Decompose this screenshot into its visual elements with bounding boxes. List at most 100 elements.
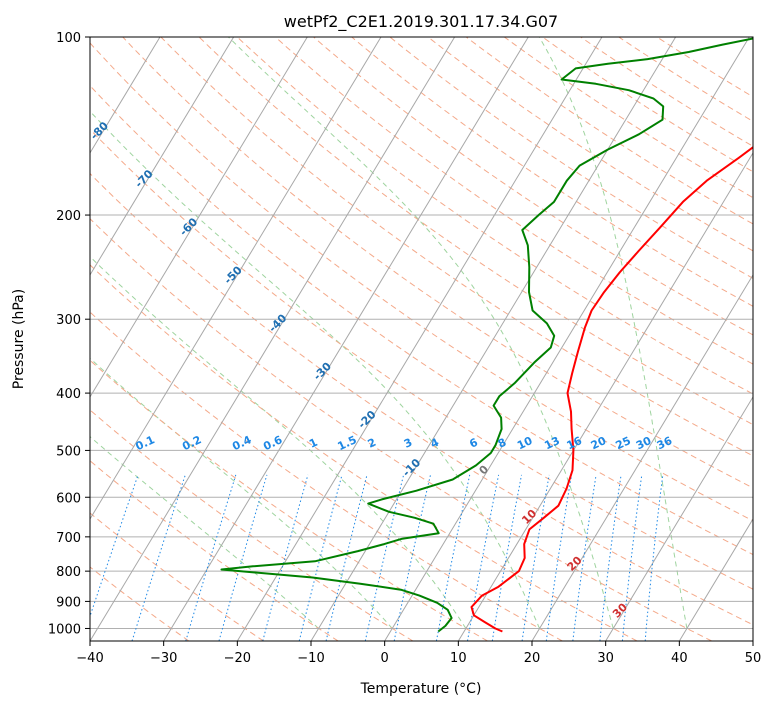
mixing-ratio-label: 6 [467,436,480,451]
mixing-ratio-line [435,474,471,641]
mixing-ratio-line [262,474,309,641]
x-tick-label: −40 [76,651,103,666]
dry-adiabat [236,37,753,395]
mixing-ratio-line [393,474,431,641]
mixing-ratio-line [644,474,664,641]
isotherm [310,37,677,641]
x-tick-label: 50 [745,651,762,666]
dry-adiabat [90,311,563,641]
x-tick-label: −10 [297,651,324,666]
dry-adiabat [427,37,753,252]
dewpoint-profile [220,37,753,633]
isotherm-label: -50 [222,263,245,286]
y-axis: 100 200 300 400 500 600 700 800 900 1000 [48,31,90,637]
mixing-ratio-label: 2 [366,436,378,451]
x-tick-label: −20 [224,651,251,666]
isotherm [90,37,456,641]
sounding-lines [220,37,753,633]
dry-adiabat [275,37,753,365]
dry-adiabat [90,84,753,556]
dry-adiabat [90,42,753,522]
dry-adiabat [90,512,264,641]
isopleth-labels: 0.1 0.2 0.4 0.6 1 1.5 2 3 4 6 8 10 13 16 20 25 30 36-100-… [88,119,675,621]
mixing-ratio-line [572,474,597,641]
x-tick-label: −30 [150,651,177,666]
mixing-ratio-label: 1 [307,436,319,451]
y-tick-label: 800 [56,565,81,580]
isotherm [531,273,753,641]
dry-adiabat [618,37,753,122]
mixing-ratio-line [90,474,139,618]
dry-adiabat [313,37,753,336]
isotherm [163,37,529,641]
dry-adiabat [90,264,638,641]
isotherm [752,640,753,641]
dry-adiabat [198,37,753,426]
x-tick-label: 0 [381,651,389,666]
dry-adiabat [542,37,753,173]
isotherm [457,151,753,641]
isotherm [90,37,382,520]
y-tick-label: 900 [56,595,81,610]
mixing-ratio-label: 36 [655,434,675,452]
dry-adiabat [90,359,488,641]
mixing-ratio-line [599,474,622,641]
dry-adiabat [351,37,753,307]
y-tick-label: 500 [56,444,81,459]
y-tick-label: 300 [56,313,81,328]
moist-adiabat [90,255,467,629]
moist-adiabat [228,37,614,629]
isotherm-label: -10 [400,456,423,479]
y-axis-title: Pressure (hPa) [11,289,27,389]
isotherm-label: 30 [610,600,630,620]
y-tick-label: 600 [56,491,81,506]
isotherm [90,37,161,154]
mixing-ratio-line [521,474,550,641]
mixing-ratio-line [491,474,522,641]
mixing-ratio-label: 13 [542,434,561,452]
y-tick-label: 700 [56,531,81,546]
plot-frame [89,36,754,642]
isotherm [605,395,753,641]
isotherm [678,518,753,641]
dry-adiabat [160,37,753,457]
isotherm [90,37,235,276]
dry-adiabat [656,37,753,98]
isotherm-label: 0 [477,463,492,478]
mixing-ratio-label: 20 [589,434,609,452]
isotherm-label: -70 [132,167,155,190]
mixing-ratio-line [131,474,186,641]
mixing-ratio-line [185,474,237,641]
dry-adiabat [90,172,753,626]
plot-area [90,37,753,641]
isotherm-label: -80 [88,119,111,142]
moist-adiabat [90,357,393,629]
y-tick-label: 1000 [48,622,81,637]
mixing-ratio-line [467,474,500,641]
y-tick-label: 200 [56,209,81,224]
dry-adiabat [90,460,339,641]
x-tick-label: 20 [524,651,541,666]
mixing-ratio-label: 16 [565,434,585,452]
moist-adiabat [538,37,688,629]
x-tick-label: 10 [450,651,467,666]
x-axis: −40 −30 −20 −10 0 10 20 30 40 50 [76,641,761,666]
y-tick-label: 100 [56,31,81,46]
dry-adiabat [504,37,753,199]
mixing-ratio-line [545,474,573,641]
moist-adiabat [90,435,319,629]
mixing-ratio-label: 4 [429,436,442,451]
x-axis-title: Temperature (°C) [360,681,482,697]
chart-title: wetPf2_C2E1.2019.301.17.34.G07 [284,12,558,32]
dry-adiabat [90,409,414,641]
isotherm-label: -60 [177,215,200,238]
mixing-ratio-line [621,474,643,641]
mixing-ratio-label: 3 [402,436,414,451]
temperature-profile [470,146,753,633]
y-tick-label: 400 [56,387,81,402]
isotherm-label: -20 [355,408,378,431]
x-tick-label: 40 [671,651,688,666]
dry-adiabat [580,37,753,147]
isotherm [90,37,308,398]
